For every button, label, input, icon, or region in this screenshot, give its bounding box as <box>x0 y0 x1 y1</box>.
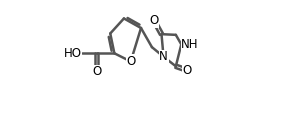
Text: O: O <box>92 65 101 78</box>
Text: NH: NH <box>181 38 199 51</box>
Text: HO: HO <box>63 47 81 60</box>
Text: O: O <box>149 14 158 27</box>
Text: O: O <box>126 55 135 68</box>
Text: O: O <box>183 64 192 77</box>
Text: N: N <box>159 50 168 63</box>
